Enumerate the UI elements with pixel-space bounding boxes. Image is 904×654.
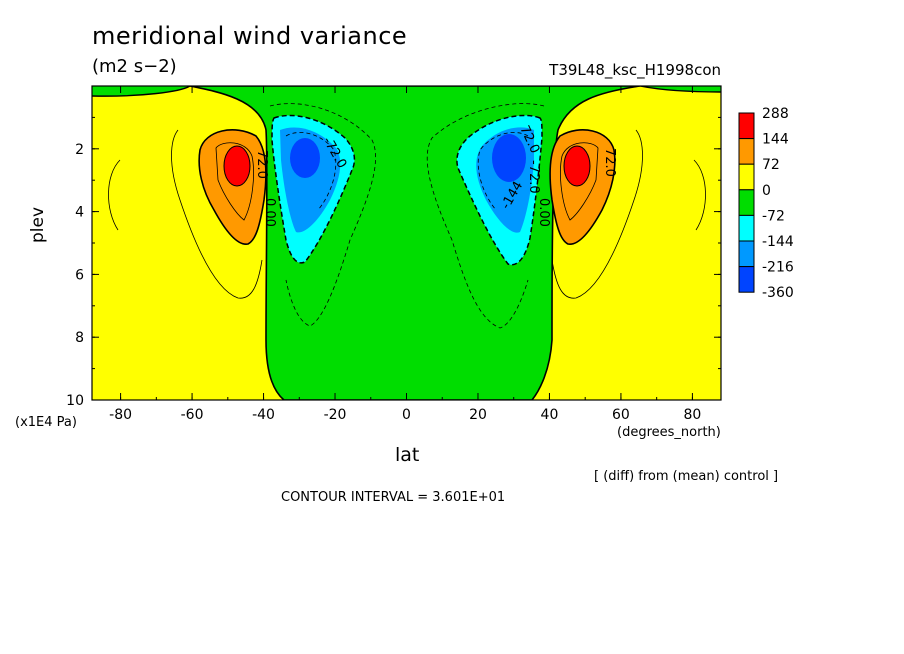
contour-label: 0.00: [536, 198, 551, 227]
max-core-left: [223, 145, 251, 187]
chart-title: meridional wind variance: [92, 22, 408, 50]
diff-note: [ (diff) from (mean) control ]: [594, 469, 779, 484]
contour-label: 72.0: [254, 150, 269, 179]
x-tick-label: -60: [181, 407, 204, 423]
colorbar-label: -144: [762, 234, 794, 250]
units-label: (m2 s−2): [92, 56, 177, 77]
x-axis-units: (degrees_north): [617, 425, 721, 440]
colorbar-label: 144: [762, 132, 789, 148]
colorbar-swatch: [738, 163, 755, 191]
contour-interval: CONTOUR INTERVAL = 3.601E+01: [281, 490, 506, 505]
colorbar-label: 288: [762, 106, 789, 122]
contour-line: [426, 103, 545, 329]
x-tick-label: -80: [109, 407, 132, 423]
contour-line: [477, 132, 529, 211]
dashed-contours: [269, 103, 545, 329]
colorbar-label: -72: [762, 208, 785, 224]
colorbar-label: 72: [762, 157, 780, 173]
contour-line: [171, 129, 263, 299]
x-tick-label: -40: [252, 407, 275, 423]
min-core-left: [290, 138, 320, 178]
contour-line: [693, 159, 706, 231]
green-strip-left: [92, 86, 190, 97]
y-tick-label: 6: [75, 267, 84, 283]
max-core-right: [563, 145, 591, 187]
green-strip-right: [640, 86, 721, 92]
x-tick-label: 40: [541, 407, 559, 423]
colorbar-label: -216: [762, 260, 794, 276]
x-tick-label: 60: [612, 407, 630, 423]
contour-line: [560, 142, 599, 221]
colorbar-swatch: [738, 189, 755, 216]
y-tick-label: 4: [75, 205, 84, 221]
x-ticks: -80 -60 -40 -20 0 20 40 60 80: [109, 86, 701, 423]
x-tick-label: 0: [402, 407, 411, 423]
contour-line: [108, 159, 121, 231]
colorbar: 288 144 72 0 -72 -144 -216 -360: [738, 106, 794, 301]
colorbar-label: 0: [762, 183, 771, 199]
contour-label: 72.0: [602, 148, 617, 177]
x-axis-label: lat: [395, 444, 420, 466]
colorbar-swatch: [738, 266, 755, 293]
x-tick-label: 20: [469, 407, 487, 423]
colorbar-swatch: [738, 112, 755, 140]
contour-line: [215, 142, 254, 221]
run-label: T39L48_ksc_H1998con: [549, 61, 721, 79]
thick-contours: [92, 86, 721, 97]
thin-contours: [108, 129, 706, 299]
contour-line: [92, 86, 191, 97]
contour-label: 0.00: [262, 198, 277, 227]
y-tick-label: 8: [75, 330, 84, 346]
min-core-right: [492, 134, 526, 182]
colorbar-label: -360: [762, 285, 794, 301]
y-tick-label: 2: [75, 142, 84, 158]
contour-line: [639, 86, 721, 93]
colorbar-swatch: [738, 138, 755, 165]
contour-line: [285, 132, 337, 211]
colorbar-swatch: [738, 214, 755, 242]
contour-label: -72.0: [526, 160, 541, 194]
y-tick-label: 10: [66, 393, 84, 409]
colorbar-swatch: [738, 240, 755, 268]
contour-line: [269, 103, 376, 327]
y-axis-units: (x1E4 Pa): [15, 415, 77, 430]
x-tick-label: 80: [683, 407, 701, 423]
plot-area: [92, 86, 721, 400]
contour-line: [551, 129, 643, 299]
x-tick-label: -20: [324, 407, 347, 423]
y-ticks: 2 4 6 8 10: [66, 116, 721, 409]
